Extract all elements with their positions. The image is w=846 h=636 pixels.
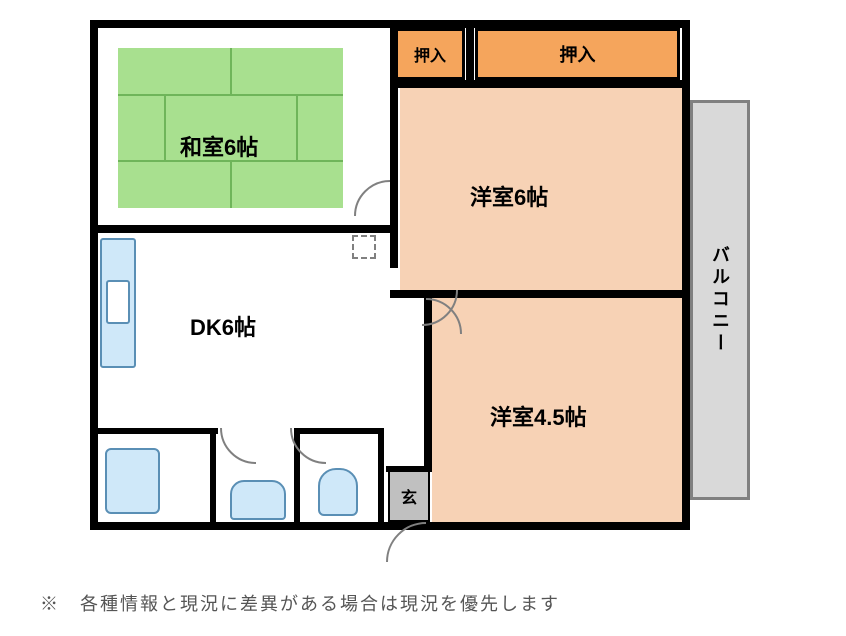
youshitsu45-label: 洋室4.5帖 bbox=[490, 400, 587, 432]
wall bbox=[466, 28, 474, 80]
room-washitsu bbox=[98, 28, 363, 228]
balcony-label: バルコニー bbox=[707, 245, 733, 355]
closet-small: 押入 bbox=[395, 28, 465, 80]
entrance: 玄 bbox=[388, 470, 430, 522]
wall bbox=[424, 290, 682, 298]
wall bbox=[378, 428, 384, 524]
toilet bbox=[318, 468, 358, 516]
closet-large-label: 押入 bbox=[560, 41, 596, 67]
pillar-marker bbox=[352, 235, 376, 259]
wall bbox=[98, 225, 398, 233]
wall bbox=[390, 80, 682, 88]
dk-label: DK6帖 bbox=[190, 310, 256, 342]
closet-large: 押入 bbox=[475, 28, 680, 80]
kitchen-sink bbox=[106, 280, 130, 324]
bathtub bbox=[105, 448, 160, 514]
wall bbox=[390, 28, 398, 268]
wall bbox=[210, 428, 216, 524]
washbasin bbox=[230, 480, 286, 520]
wall bbox=[98, 428, 218, 434]
washitsu-label: 和室6帖 bbox=[180, 130, 258, 162]
youshitsu6-label: 洋室6帖 bbox=[470, 180, 548, 212]
balcony: バルコニー bbox=[690, 100, 750, 500]
floorplan-container: 押入 押入 バルコニー 玄 和室6帖 洋室6帖 洋室4.5帖 DK6帖 bbox=[90, 20, 790, 560]
closet-small-label: 押入 bbox=[414, 42, 446, 66]
entrance-label: 玄 bbox=[401, 484, 417, 508]
disclaimer-text: ※ 各種情報と現況に差異がある場合は現況を優先します bbox=[40, 590, 560, 616]
wall bbox=[386, 466, 432, 472]
